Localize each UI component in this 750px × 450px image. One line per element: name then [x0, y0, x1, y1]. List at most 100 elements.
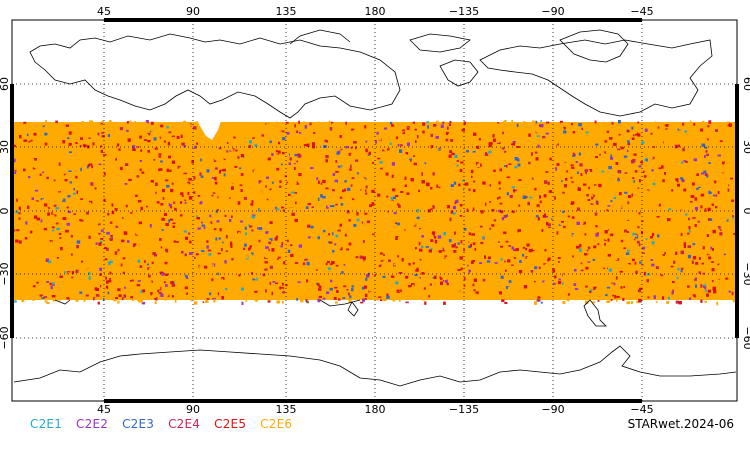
observation-point: [440, 124, 444, 128]
observation-point: [279, 185, 282, 188]
observation-point: [202, 210, 206, 213]
observation-point: [323, 128, 326, 131]
observation-point: [726, 295, 728, 300]
observation-point: [643, 290, 647, 293]
observation-point: [570, 176, 573, 180]
observation-point: [98, 284, 102, 288]
observation-point: [601, 178, 605, 181]
observation-point: [194, 144, 197, 147]
observation-point: [712, 248, 714, 251]
observation-point: [62, 140, 66, 144]
observation-point: [150, 280, 153, 283]
observation-point: [419, 228, 423, 232]
observation-point: [59, 211, 61, 213]
observation-point: [697, 220, 700, 223]
observation-point: [575, 129, 579, 134]
observation-point: [493, 237, 496, 241]
observation-point: [30, 204, 35, 208]
observation-point: [537, 122, 539, 125]
observation-point: [179, 158, 183, 162]
observation-point: [625, 132, 629, 135]
observation-point: [185, 150, 188, 153]
observation-point: [423, 239, 427, 242]
observation-point: [656, 128, 659, 130]
observation-point: [572, 131, 576, 134]
observation-point: [318, 288, 322, 291]
observation-point: [206, 169, 210, 173]
observation-point: [304, 237, 308, 240]
observation-point: [717, 207, 721, 210]
observation-point: [733, 275, 736, 278]
observation-point: [246, 188, 249, 192]
observation-point: [606, 133, 610, 136]
observation-point: [632, 167, 634, 170]
observation-point: [191, 160, 194, 164]
observation-point: [714, 166, 719, 169]
observation-point: [584, 233, 587, 236]
observation-point: [537, 299, 541, 302]
observation-point: [634, 228, 637, 232]
observation-point: [262, 273, 266, 277]
observation-point: [132, 148, 136, 151]
observation-point: [471, 175, 473, 179]
observation-point: [128, 197, 131, 200]
observation-point: [181, 261, 184, 265]
observation-point: [33, 201, 37, 204]
observation-point: [606, 130, 610, 133]
observation-point: [43, 227, 48, 231]
observation-point: [686, 295, 689, 300]
observation-point: [464, 182, 469, 186]
observation-point: [629, 266, 631, 270]
observation-point: [71, 247, 75, 251]
observation-point: [251, 235, 254, 237]
observation-point: [395, 238, 398, 240]
observation-point: [639, 261, 642, 265]
observation-point: [179, 262, 182, 266]
observation-point: [255, 181, 258, 185]
observation-point: [469, 167, 472, 171]
observation-point: [337, 288, 340, 292]
observation-point: [183, 291, 186, 295]
observation-point: [32, 210, 36, 215]
observation-point: [455, 246, 458, 249]
observation-point: [537, 282, 540, 285]
observation-point: [692, 217, 696, 219]
observation-point: [105, 285, 109, 290]
observation-point: [49, 270, 51, 273]
observation-point: [16, 272, 20, 275]
observation-point: [535, 215, 539, 218]
observation-point: [127, 186, 130, 189]
observation-point: [304, 149, 307, 153]
observation-point: [516, 128, 519, 131]
observation-point: [633, 163, 638, 165]
observation-point: [192, 152, 196, 154]
observation-point: [504, 260, 506, 263]
observation-point: [676, 234, 680, 237]
observation-point: [542, 214, 547, 218]
observation-point: [608, 218, 611, 221]
observation-point: [518, 154, 523, 158]
observation-point: [71, 276, 74, 279]
observation-point: [238, 232, 241, 236]
observation-point: [549, 219, 552, 223]
observation-point: [87, 238, 90, 242]
observation-point: [200, 175, 204, 178]
observation-point: [208, 253, 212, 256]
observation-point: [81, 260, 84, 263]
observation-point: [272, 281, 276, 283]
observation-point: [656, 263, 658, 266]
observation-point: [697, 177, 701, 179]
observation-point: [601, 278, 605, 280]
observation-point: [365, 297, 367, 300]
observation-point: [623, 233, 626, 238]
observation-point: [590, 242, 594, 244]
observation-point: [700, 200, 705, 204]
observation-point: [26, 208, 29, 212]
observation-point: [162, 197, 165, 200]
observation-point: [516, 169, 519, 172]
observation-point: [303, 297, 307, 300]
observation-point: [318, 121, 321, 125]
observation-point: [534, 301, 537, 305]
observation-point: [304, 202, 307, 205]
observation-point: [421, 272, 425, 275]
